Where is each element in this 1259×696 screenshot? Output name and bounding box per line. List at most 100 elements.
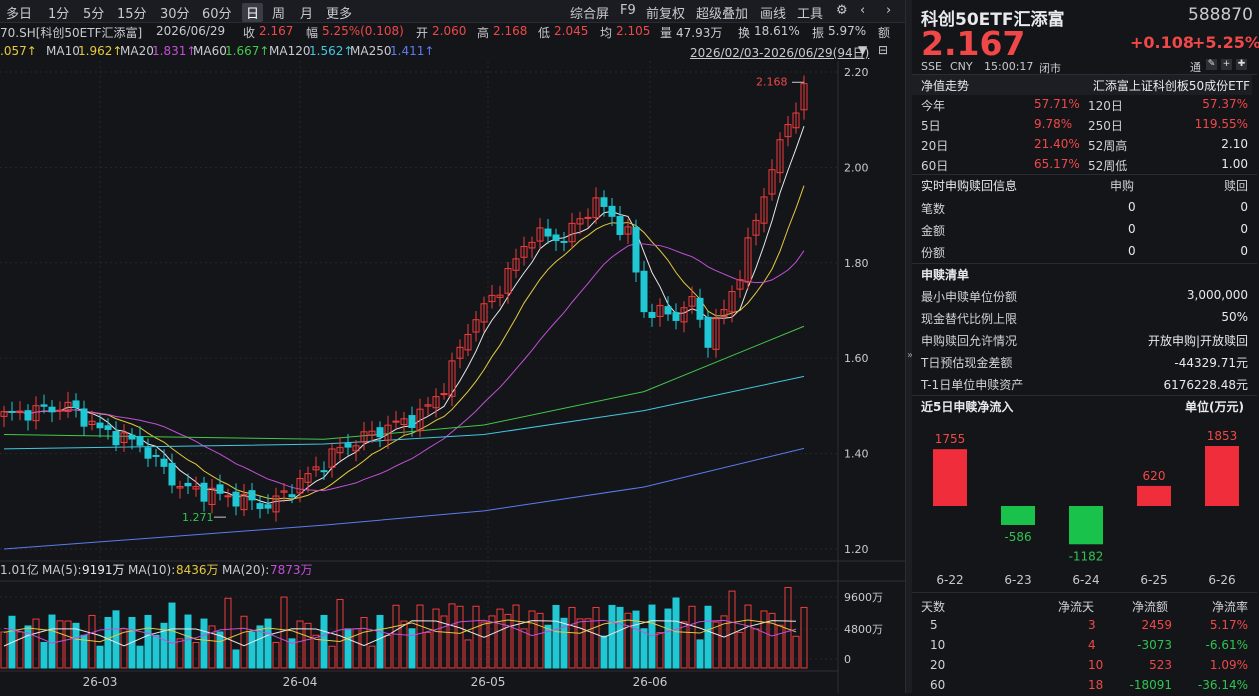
candle-body: [312, 466, 320, 471]
candle-body: [136, 436, 144, 446]
edit-icon[interactable]: ✎: [1206, 59, 1217, 70]
candle-body: [24, 410, 32, 421]
volume-bar: [520, 628, 528, 669]
volume-total: 1.01亿: [0, 562, 39, 577]
volume-bar: [712, 621, 720, 669]
nav-header: 净值走势 汇添富上证科创板50成份ETF: [912, 75, 1252, 95]
candle-body: [360, 431, 368, 443]
expand-icon[interactable]: »: [907, 350, 914, 361]
perf-label: 今年: [921, 99, 946, 113]
amplitude-label: 振: [812, 26, 825, 40]
perf-label: 20日: [921, 139, 949, 153]
super-overlay-button[interactable]: 超级叠加: [696, 7, 749, 22]
gear-icon[interactable]: ⚙: [836, 3, 848, 18]
candle-body: [624, 226, 632, 235]
stat-row: 5 3 2459 5.17%: [912, 616, 1252, 636]
period-multi-day[interactable]: 多日: [6, 7, 33, 22]
period-60min[interactable]: 60分: [202, 7, 232, 22]
collapse-icon[interactable]: ⊟: [878, 43, 889, 57]
candle-body: [288, 494, 296, 498]
forward-adjust-button[interactable]: 前复权: [646, 7, 686, 22]
ma10-value: 1.962↑: [78, 44, 123, 58]
candle-body: [352, 445, 360, 452]
volume-bar: [640, 628, 648, 669]
period-15min[interactable]: 15分: [117, 7, 147, 22]
candle-body: [8, 410, 16, 413]
period-5min[interactable]: 5分: [83, 7, 105, 22]
candle-body: [504, 268, 512, 294]
volume-bar: [488, 615, 496, 669]
tools-button[interactable]: 工具: [797, 7, 824, 22]
realtime-purchase-value: 0: [1128, 222, 1136, 236]
candlestick-chart[interactable]: 2.20 2.00 1.80 1.60 1.40 1.20 9600万 4800万 0 26-03…: [0, 61, 905, 693]
candle-body: [496, 294, 504, 298]
candle-body: [376, 427, 384, 438]
stat-flow-amount: -18091: [1129, 678, 1172, 692]
axis-labels: 2.168 1.271: [182, 75, 804, 524]
volume-bar: [88, 614, 96, 669]
period-day[interactable]: 日: [242, 3, 264, 22]
candle-body: [448, 360, 456, 397]
volume-bar: [208, 625, 216, 669]
volume-bar: [320, 614, 328, 669]
stat-flow-days: 10: [1088, 658, 1104, 672]
volume-bar: [136, 645, 144, 669]
pin-icon[interactable]: ✚: [1236, 59, 1247, 70]
turnover-value: 18.61%: [754, 24, 800, 38]
stat-header-flow-amount: 净流额: [1132, 600, 1169, 614]
volume-bar: [584, 618, 592, 669]
perf-value: 1.00: [1221, 157, 1248, 171]
period-30min[interactable]: 30分: [160, 7, 190, 22]
stat-days: 10: [930, 638, 946, 652]
stat-row: 60 18 -18091 -36.14%: [912, 676, 1252, 696]
realtime-label: 笔数: [921, 202, 946, 216]
volume-bar: [168, 602, 176, 669]
period-more[interactable]: 更多: [326, 7, 353, 22]
volume-bar: [648, 604, 656, 669]
chevron-right-icon[interactable]: ›: [886, 3, 892, 18]
flow-bar: [1001, 506, 1035, 525]
volume-bar: [696, 639, 704, 669]
candle-body: [616, 216, 624, 235]
volume-bar: [0, 631, 8, 669]
candle-body: [328, 448, 336, 468]
period-month[interactable]: 月: [300, 7, 314, 22]
candle-body: [336, 446, 344, 454]
composite-screen-button[interactable]: 综合屏: [570, 7, 610, 22]
avg-value: 2.105: [616, 24, 651, 38]
list-header: 申赎清单: [912, 264, 1252, 284]
volume-bar: [288, 638, 296, 669]
period-week[interactable]: 周: [272, 7, 286, 22]
volume-bar: [664, 608, 672, 669]
candle-body: [104, 425, 112, 430]
draw-line-button[interactable]: 画线: [760, 7, 787, 22]
flow-bar-label: 1755: [935, 432, 966, 446]
f9-button[interactable]: F9: [620, 3, 636, 18]
date-range[interactable]: 2026/02/03-2026/06/29(94日): [690, 46, 870, 60]
triangle-down-icon[interactable]: ▼: [858, 43, 868, 57]
plus-icon[interactable]: +: [1221, 59, 1232, 70]
candle-body: [0, 411, 8, 417]
perf-value: 2.10: [1221, 137, 1248, 151]
volume-bar: [72, 622, 80, 669]
candle-body: [208, 487, 216, 506]
list-row: T-1日单位申赎资产 6176228.48元: [912, 374, 1252, 394]
period-1min[interactable]: 1分: [48, 7, 70, 22]
volume-bar: [64, 620, 72, 669]
volume-bar: [56, 620, 64, 669]
volume-bar: [24, 625, 32, 669]
volume-bar: [768, 612, 776, 669]
chevron-left-icon[interactable]: ‹: [860, 3, 866, 18]
volume-bar: [440, 615, 448, 669]
candle-body: [512, 258, 520, 271]
volume-bar: [576, 618, 584, 669]
volume-tick-label: 0: [844, 653, 851, 666]
flow-bar: [1205, 446, 1239, 506]
perf-label: 120日: [1088, 99, 1123, 113]
volume-bar: [144, 614, 152, 669]
candle-body: [760, 196, 768, 224]
flow-date-label: 6-25: [1140, 573, 1167, 587]
vol-ma5-line: [3, 620, 797, 647]
volume-bar: [408, 628, 416, 669]
list-row: 最小申赎单位份额 3,000,000: [912, 286, 1252, 306]
